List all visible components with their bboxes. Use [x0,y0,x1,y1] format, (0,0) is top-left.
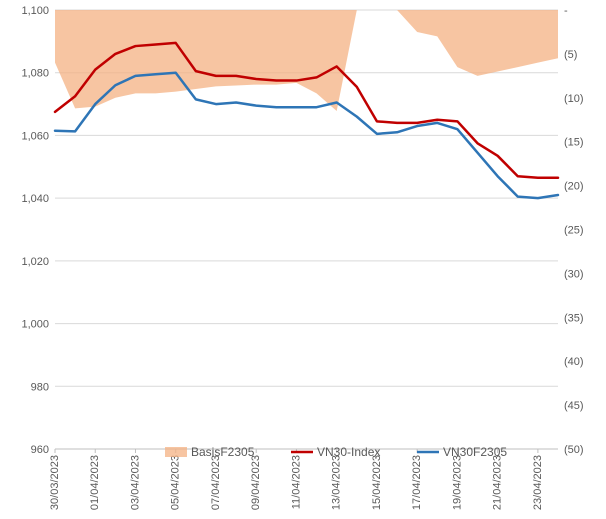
y-right-tick-label: (5) [564,49,577,61]
y-right-tick-label: - [564,5,568,17]
x-tick-label: 09/04/2023 [250,455,262,510]
x-tick-label: 23/04/2023 [532,455,544,510]
chart-svg: 960 980 1,000 1,020 1,040 1,060 1,080 1,100 (50)… [0,0,606,519]
y-right-tick-label: (30) [564,268,584,280]
y-right-tick-label: (50) [564,444,584,456]
y-left-tick-label: 960 [31,444,49,456]
legend-label: VN30-Index [317,445,380,459]
y-left-tick-label: 980 [31,381,49,393]
y-left-tick-label: 1,080 [21,68,49,80]
y-left-tick-label: 1,020 [21,256,49,268]
x-tick-label: 15/04/2023 [371,455,383,510]
x-tick-label: 07/04/2023 [210,455,222,510]
x-tick-label: 01/04/2023 [89,455,101,510]
y-right-tick-label: (20) [564,181,584,193]
chart-container: 960 980 1,000 1,020 1,040 1,060 1,080 1,100 (50)… [0,0,606,519]
y-right-tick-label: (45) [564,400,584,412]
x-tick-label: 17/04/2023 [411,455,423,510]
legend-label: BasisF2305 [191,445,255,459]
y-right-tick-label: (15) [564,137,584,149]
x-tick-label: 13/04/2023 [331,455,343,510]
y-left-tick-label: 1,000 [21,319,49,331]
x-tick-label: 19/04/2023 [451,455,463,510]
x-tick-label: 30/03/2023 [49,455,61,510]
x-tick-label: 05/04/2023 [170,455,182,510]
y-left-tick-label: 1,060 [21,130,49,142]
x-tick-label: 21/04/2023 [492,455,504,510]
y-left-tick-label: 1,040 [21,193,49,205]
legend-label: VN30F2305 [443,445,507,459]
x-tick-label: 03/04/2023 [129,455,141,510]
legend-item: BasisF2305 [165,445,255,459]
x-tick-label: 11/04/2023 [290,455,302,509]
y-right-tick-label: (40) [564,356,584,368]
y-right-tick-label: (35) [564,312,584,324]
y-right-tick-label: (25) [564,225,584,237]
y-right-tick-label: (10) [564,93,584,105]
y-left-tick-label: 1,100 [21,5,49,17]
